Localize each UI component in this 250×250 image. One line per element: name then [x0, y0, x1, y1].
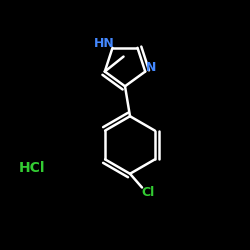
Text: Cl: Cl	[141, 186, 154, 198]
Text: N: N	[146, 60, 156, 74]
Text: HCl: HCl	[19, 160, 46, 174]
Text: HN: HN	[94, 37, 115, 50]
